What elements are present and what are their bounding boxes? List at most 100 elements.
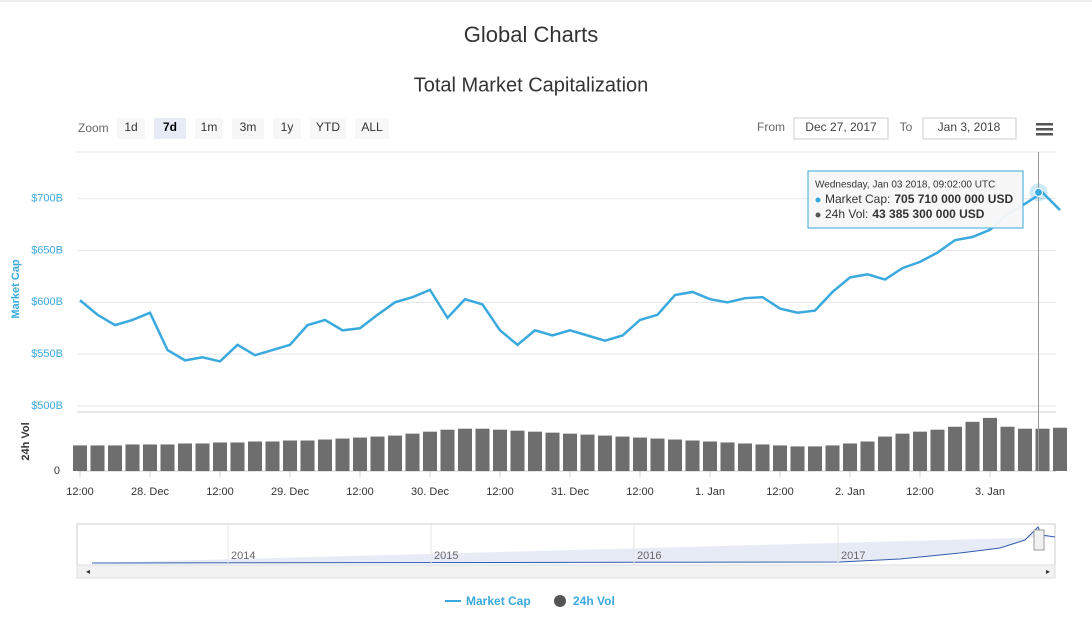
navigator-handle[interactable] bbox=[1033, 529, 1045, 551]
scroll-right[interactable]: ▸ bbox=[1046, 567, 1050, 576]
y-tick-label: $600B bbox=[31, 296, 63, 308]
volume-bar bbox=[650, 438, 665, 471]
to-date: Jan 3, 2018 bbox=[938, 120, 1001, 134]
volume-bar bbox=[405, 433, 420, 471]
zoom-button[interactable] bbox=[117, 118, 145, 139]
legend-dot[interactable] bbox=[554, 595, 566, 607]
tooltip-dot bbox=[815, 212, 821, 218]
volume-bar bbox=[510, 430, 525, 471]
volume-bar bbox=[108, 445, 122, 471]
y-tick-label: $500B bbox=[31, 400, 63, 412]
tooltip-value: 43 385 300 000 USD bbox=[872, 207, 984, 221]
volume-bar bbox=[860, 441, 875, 471]
zoom-label: Zoom bbox=[78, 121, 109, 135]
volume-bar bbox=[685, 440, 700, 471]
volume-bar bbox=[668, 439, 682, 471]
zoom-button[interactable] bbox=[195, 118, 223, 139]
volume-bar bbox=[125, 444, 140, 471]
volume-bar bbox=[878, 436, 892, 471]
volume-bar bbox=[1000, 426, 1015, 471]
volume-bar bbox=[248, 441, 262, 471]
zoom-button-label: 1y bbox=[281, 120, 294, 134]
chart-subtitle: Total Market Capitalization bbox=[414, 74, 649, 96]
volume-bar bbox=[353, 437, 367, 471]
volume-bar bbox=[1035, 428, 1050, 471]
volume-bar bbox=[300, 440, 315, 471]
y-tick-label: $700B bbox=[31, 193, 63, 205]
navigator-label: 2015 bbox=[434, 550, 458, 562]
volume-bar bbox=[808, 446, 822, 471]
volume-bar bbox=[773, 445, 787, 471]
zoom-button[interactable] bbox=[310, 118, 346, 139]
volume-bar bbox=[633, 437, 647, 471]
chart-title: Global Charts bbox=[464, 22, 599, 47]
navigator-label: 2016 bbox=[637, 550, 661, 562]
volume-bar bbox=[423, 431, 437, 471]
tooltip-box bbox=[807, 170, 1024, 229]
scrollbar[interactable] bbox=[76, 564, 1056, 579]
x-tick-label: 30. Dec bbox=[411, 486, 449, 498]
volume-bar bbox=[948, 426, 962, 471]
scroll-left[interactable]: ◂ bbox=[86, 567, 90, 576]
volume-bar bbox=[965, 421, 980, 471]
zoom-button[interactable] bbox=[232, 118, 264, 139]
volume-bar bbox=[720, 442, 735, 471]
tooltip-label: Market Cap: bbox=[825, 192, 890, 206]
x-tick-label: 3. Jan bbox=[975, 486, 1005, 498]
tooltip-dot bbox=[815, 197, 821, 203]
volume-bar bbox=[755, 444, 770, 471]
volume-bar bbox=[213, 442, 227, 471]
zoom-button[interactable] bbox=[273, 118, 301, 139]
volume-bar bbox=[265, 441, 280, 471]
x-tick-label: 12:00 bbox=[906, 486, 934, 498]
volume-bar bbox=[615, 436, 630, 471]
volume-bar bbox=[790, 446, 805, 471]
zoom-button-label: 7d bbox=[163, 120, 177, 134]
volume-bar bbox=[1018, 428, 1032, 471]
hover-point bbox=[1034, 187, 1043, 197]
from-date: Dec 27, 2017 bbox=[805, 120, 877, 134]
from-input[interactable] bbox=[793, 117, 889, 140]
legend-label[interactable]: Market Cap bbox=[466, 594, 531, 608]
y-tick-label: $550B bbox=[31, 348, 63, 360]
x-tick-label: 28. Dec bbox=[131, 486, 169, 498]
x-tick-label: 2. Jan bbox=[835, 486, 865, 498]
navigator-label: 2014 bbox=[231, 550, 255, 562]
x-tick-label: 29. Dec bbox=[271, 486, 309, 498]
zoom-button-label: 1m bbox=[201, 120, 218, 134]
legend-label[interactable]: 24h Vol bbox=[573, 594, 615, 608]
x-tick-label: 12:00 bbox=[66, 486, 94, 498]
volume-bar bbox=[90, 445, 105, 471]
volume-bar bbox=[195, 443, 210, 471]
from-label: From bbox=[757, 120, 785, 134]
zoom-button[interactable] bbox=[154, 118, 186, 139]
zoom-button[interactable] bbox=[355, 118, 389, 139]
market-cap-line bbox=[79, 190, 1061, 363]
volume-bar bbox=[230, 442, 245, 471]
navigator-label: 2017 bbox=[841, 550, 865, 562]
volume-bar bbox=[895, 433, 910, 471]
volume-bar bbox=[545, 432, 560, 471]
volume-bar bbox=[1053, 427, 1067, 471]
zoom-button-label: 1d bbox=[124, 120, 137, 134]
tooltip-value: 705 710 000 000 USD bbox=[894, 192, 1013, 206]
volume-bar bbox=[143, 444, 157, 471]
volume-bar bbox=[930, 429, 945, 471]
to-input[interactable] bbox=[922, 117, 1017, 140]
x-tick-label: 1. Jan bbox=[695, 486, 725, 498]
volume-bar bbox=[440, 429, 455, 471]
zoom-button-label: ALL bbox=[361, 120, 383, 134]
volume-bar bbox=[913, 431, 927, 471]
volume-bar bbox=[983, 417, 997, 471]
tooltip-date: Wednesday, Jan 03 2018, 09:02:00 UTC bbox=[815, 180, 995, 191]
y-axis-title: Market Cap bbox=[10, 259, 22, 319]
zoom-button-label: YTD bbox=[316, 120, 340, 134]
y2-tick-label: 0 bbox=[54, 465, 60, 477]
volume-bar bbox=[318, 439, 332, 471]
x-tick-label: 12:00 bbox=[346, 486, 374, 498]
volume-bar bbox=[563, 433, 577, 471]
menu-button[interactable] bbox=[1036, 123, 1053, 136]
x-tick-label: 12:00 bbox=[206, 486, 234, 498]
volume-bar bbox=[335, 438, 350, 471]
